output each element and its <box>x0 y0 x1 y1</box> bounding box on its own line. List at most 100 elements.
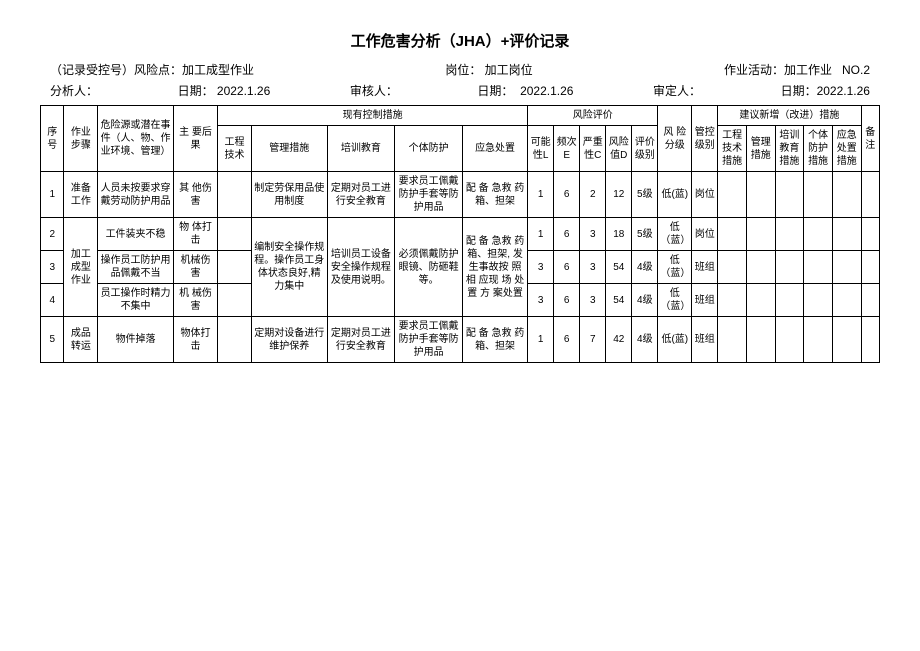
cell-ctrl: 班组 <box>692 317 718 363</box>
cell-ppe: 要求员工佩戴防护手套等防护用品 <box>395 317 463 363</box>
cell-s-ppe <box>804 172 833 218</box>
page-title: 工作危害分析（JHA）+评价记录 <box>40 30 880 51</box>
date1: 日期： 2022.1.26 <box>178 82 271 99</box>
cell-seq: 4 <box>41 284 64 317</box>
cell-hazard: 员工操作时精力不集中 <box>98 284 174 317</box>
cell-hazard: 人员未按要求穿戴劳动防护用品 <box>98 172 174 218</box>
cell-emerg: 配 备 急救 药 箱、担架 <box>463 172 528 218</box>
cell-emerg: 配 备 急救 药 箱、担架 <box>463 317 528 363</box>
cell-conseq: 其 他伤害 <box>173 172 217 218</box>
cell-L: 1 <box>528 218 554 251</box>
cell-conseq: 机 械伤害 <box>173 284 217 317</box>
cell-grade: 5级 <box>632 218 658 251</box>
jha-table: 序号 作业步骤 危险源或潜在事件（人、物、作业环境、管理） 主 要后果 现有控制… <box>40 105 880 363</box>
cell-conseq: 物体打击 <box>173 317 217 363</box>
cell-hazard: 物件掉落 <box>98 317 174 363</box>
cell-D: 42 <box>606 317 632 363</box>
analyst: 分析人： <box>50 82 98 99</box>
cell-step: 成品转运 <box>64 317 98 363</box>
cell-s-train <box>775 172 804 218</box>
cell-s-emerg <box>832 172 861 218</box>
h-train: 培训教育 <box>327 126 395 172</box>
h-grade: 评价级别 <box>632 126 658 172</box>
h-mgmt: 管理措施 <box>251 126 327 172</box>
cell-hazard: 工件装夹不稳 <box>98 218 174 251</box>
date3: 日期：2022.1.26 <box>781 82 870 99</box>
h-hazard: 危险源或潜在事件（人、物、作业环境、管理） <box>98 106 174 172</box>
cell-E: 6 <box>554 172 580 218</box>
h-step: 作业步骤 <box>64 106 98 172</box>
cell-seq: 1 <box>41 172 64 218</box>
h-s-mgmt: 管理措施 <box>746 126 775 172</box>
cell-risklv: 低(蓝) <box>658 317 692 363</box>
cell-ppe: 要求员工佩戴防护手套等防护用品 <box>395 172 463 218</box>
cell-L: 1 <box>528 317 554 363</box>
date2: 日期： 2022.1.26 <box>477 82 573 99</box>
cell-E: 6 <box>554 251 580 284</box>
h-s-train: 培训教育措施 <box>775 126 804 172</box>
cell-seq: 3 <box>41 251 64 284</box>
h-riskeval: 风险评价 <box>528 106 658 126</box>
table-row: 2 加工成型作业 工件装夹不稳 物 体打击 编制安全操作规程。操作员工身体状态良… <box>41 218 880 251</box>
h-D: 风险值D <box>606 126 632 172</box>
cell-grade: 4级 <box>632 317 658 363</box>
h-ppe: 个体防护 <box>395 126 463 172</box>
cell-emerg: 配 备 急救 药 箱、担架, 发生事故按 照 相 应现 场 处置 方 案处置 <box>463 218 528 317</box>
approver: 审定人： <box>653 82 701 99</box>
h-L: 可能性L <box>528 126 554 172</box>
cell-L: 3 <box>528 251 554 284</box>
cell-L: 1 <box>528 172 554 218</box>
record-no: （记录受控号）风险点：加工成型作业 <box>50 61 254 78</box>
h-suggest: 建议新增（改进）措施 <box>718 106 861 126</box>
h-ctrl: 管控级别 <box>692 106 718 172</box>
h-conseq: 主 要后果 <box>173 106 217 172</box>
cell-ctrl: 班组 <box>692 284 718 317</box>
h-risklv: 风 险分级 <box>658 106 692 172</box>
cell-hazard: 操作员工防护用品佩戴不当 <box>98 251 174 284</box>
cell-seq: 5 <box>41 317 64 363</box>
cell-train: 定期对员工进行安全教育 <box>327 317 395 363</box>
h-emerg: 应急处置 <box>463 126 528 172</box>
cell-D: 54 <box>606 251 632 284</box>
cell-C: 3 <box>580 251 606 284</box>
h-seq: 序号 <box>41 106 64 172</box>
h-s-ppe: 个体防护措施 <box>804 126 833 172</box>
h-E: 频次E <box>554 126 580 172</box>
cell-conseq: 机械伤害 <box>173 251 217 284</box>
cell-conseq: 物 体打击 <box>173 218 217 251</box>
cell-C: 2 <box>580 172 606 218</box>
cell-ctrl: 岗位 <box>692 218 718 251</box>
cell-step: 准备工作 <box>64 172 98 218</box>
cell-E: 6 <box>554 218 580 251</box>
cell-risklv: 低（蓝） <box>658 284 692 317</box>
activity: 作业活动：加工作业 NO.2 <box>724 61 870 78</box>
cell-seq: 2 <box>41 218 64 251</box>
cell-D: 54 <box>606 284 632 317</box>
cell-train: 定期对员工进行安全教育 <box>327 172 395 218</box>
cell-E: 6 <box>554 284 580 317</box>
cell-mgmt: 编制安全操作规程。操作员工身体状态良好,精力集中 <box>251 218 327 317</box>
cell-ctrl: 班组 <box>692 251 718 284</box>
post: 岗位： 加工岗位 <box>445 61 532 78</box>
h-s-emerg: 应急处置措施 <box>832 126 861 172</box>
cell-C: 3 <box>580 284 606 317</box>
cell-C: 7 <box>580 317 606 363</box>
cell-note <box>861 172 879 218</box>
cell-ppe: 必须佩戴防护眼镜、防砸鞋等。 <box>395 218 463 317</box>
cell-grade: 4级 <box>632 251 658 284</box>
h-eng: 工程技术 <box>218 126 252 172</box>
cell-D: 18 <box>606 218 632 251</box>
table-row: 1 准备工作 人员未按要求穿戴劳动防护用品 其 他伤害 制定劳保用品使用制度 定… <box>41 172 880 218</box>
cell-step: 加工成型作业 <box>64 218 98 317</box>
cell-eng <box>218 218 252 251</box>
cell-mgmt: 定期对设备进行维护保养 <box>251 317 327 363</box>
cell-grade: 4级 <box>632 284 658 317</box>
cell-s-eng <box>718 172 747 218</box>
cell-risklv: 低（蓝） <box>658 251 692 284</box>
cell-train: 培训员工设备安全操作规程及使用说明。 <box>327 218 395 317</box>
cell-s-mgmt <box>746 172 775 218</box>
h-existing: 现有控制措施 <box>218 106 528 126</box>
cell-risklv: 低(蓝) <box>658 172 692 218</box>
cell-eng <box>218 172 252 218</box>
table-row: 5 成品转运 物件掉落 物体打击 定期对设备进行维护保养 定期对员工进行安全教育… <box>41 317 880 363</box>
